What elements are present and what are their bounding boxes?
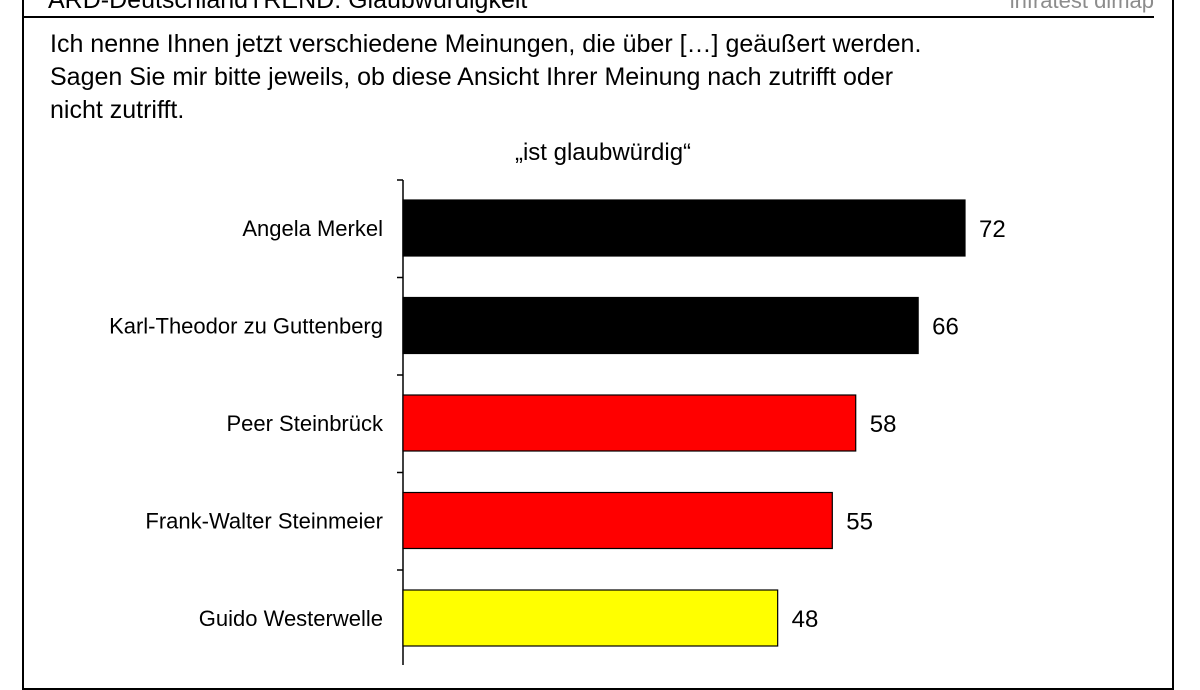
- category-label: Guido Westerwelle: [199, 606, 383, 631]
- question-line-1: Ich nenne Ihnen jetzt verschiedene Meinu…: [50, 30, 922, 58]
- value-label: 66: [932, 314, 959, 341]
- category-label: Peer Steinbrück: [226, 411, 384, 436]
- bar: [402, 589, 779, 647]
- chart-header-title: ARD-DeutschlandTREND: Glaubwürdigkeit: [48, 0, 528, 14]
- value-label: 72: [979, 216, 1006, 243]
- category-label: Angela Merkel: [242, 216, 383, 241]
- bar-chart: „ist glaubwürdig“ Angela Merkel 72 Karl-The…: [109, 139, 1006, 665]
- category-label: Karl-Theodor zu Guttenberg: [109, 314, 383, 339]
- brand-logo-text: infratest dimap: [1009, 0, 1154, 13]
- chart-subtitle: „ist glaubwürdig“: [515, 139, 691, 166]
- value-label: 48: [792, 606, 819, 633]
- bar: [402, 296, 919, 355]
- value-label: 55: [846, 509, 873, 536]
- bar: [402, 199, 966, 257]
- survey-question: Ich nenne Ihnen jetzt verschiedene Meinu…: [50, 28, 1150, 127]
- question-line-3: nicht zutrifft.: [50, 96, 185, 124]
- category-label: Frank-Walter Steinmeier: [145, 509, 383, 534]
- header-divider: [24, 16, 1154, 18]
- bar: [402, 491, 833, 550]
- bar: [402, 394, 857, 452]
- value-label: 58: [870, 411, 897, 438]
- question-line-2: Sagen Sie mir bitte jeweils, ob diese An…: [50, 63, 894, 91]
